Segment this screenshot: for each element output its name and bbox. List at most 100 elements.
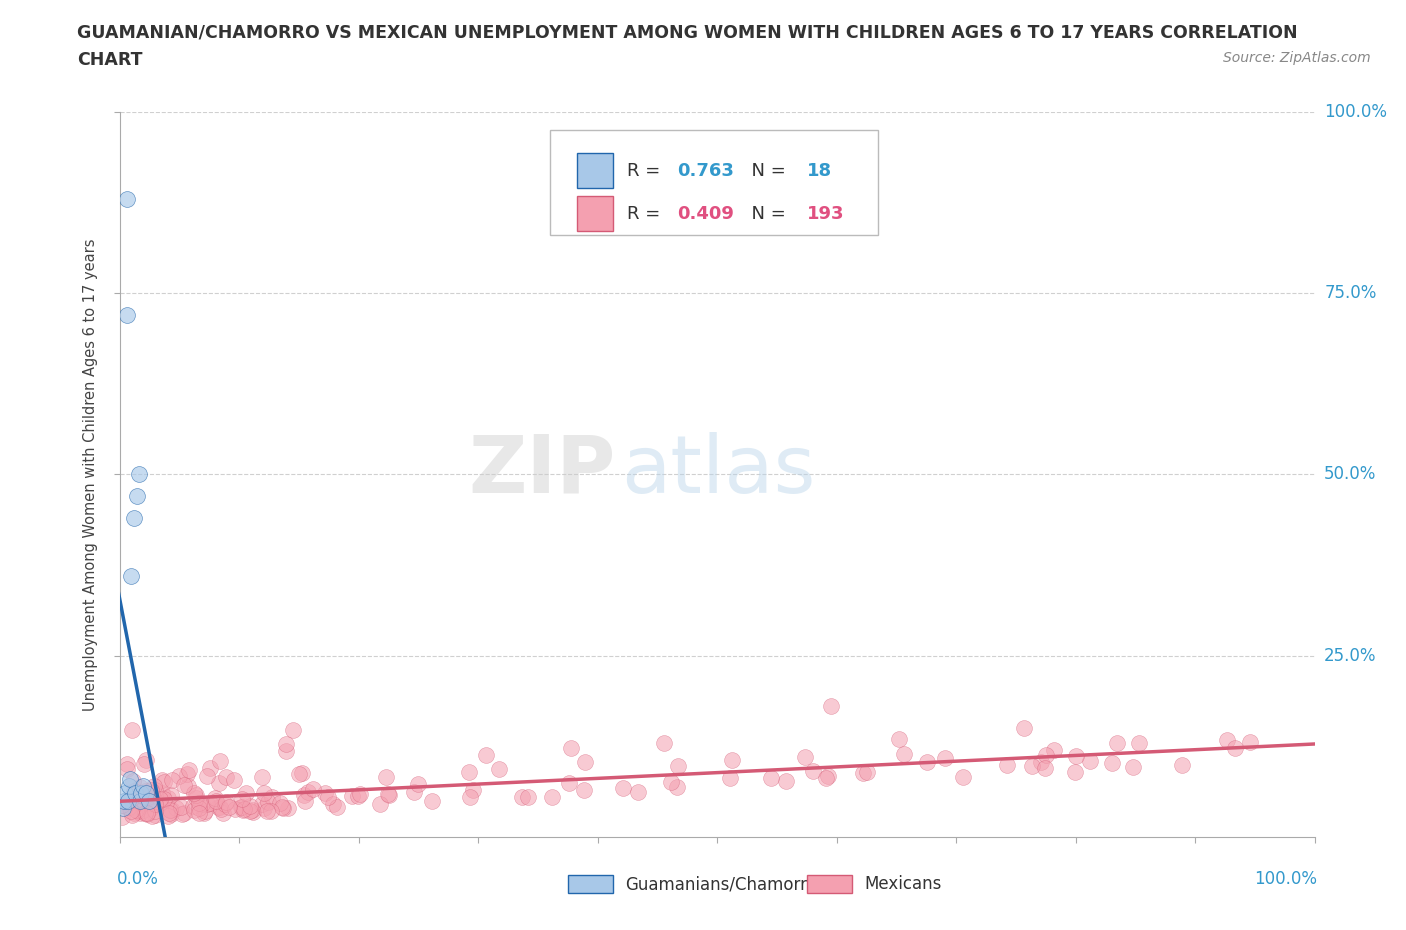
- Point: [851, 765, 873, 780]
- Point: [510, 790, 533, 804]
- Point: [1064, 764, 1087, 779]
- Point: [252, 770, 274, 785]
- Point: [215, 795, 238, 810]
- Point: [1122, 760, 1144, 775]
- Point: [659, 775, 682, 790]
- Text: 0.409: 0.409: [678, 205, 734, 222]
- Point: [135, 753, 157, 768]
- Point: [128, 793, 150, 808]
- Point: [198, 761, 221, 776]
- Point: [817, 768, 839, 783]
- Point: [1021, 759, 1043, 774]
- Point: [160, 772, 183, 787]
- Point: [121, 804, 143, 818]
- Point: [145, 793, 167, 808]
- Text: 100.0%: 100.0%: [1324, 102, 1388, 121]
- Point: [120, 791, 142, 806]
- Point: [253, 801, 276, 816]
- Point: [1035, 748, 1057, 763]
- Point: [156, 790, 179, 805]
- Point: [801, 764, 824, 778]
- Point: [138, 793, 160, 808]
- Text: R =: R =: [627, 205, 666, 222]
- Text: Guamanians/Chamorros: Guamanians/Chamorros: [626, 875, 825, 893]
- Point: [322, 796, 344, 811]
- Bar: [568, 875, 613, 893]
- Point: [153, 775, 176, 790]
- Point: [1014, 721, 1036, 736]
- Point: [134, 806, 156, 821]
- Point: [612, 781, 634, 796]
- Point: [131, 803, 153, 817]
- Y-axis label: Unemployment Among Women with Children Ages 6 to 17 years: Unemployment Among Women with Children A…: [83, 238, 98, 711]
- Point: [118, 778, 141, 793]
- Point: [242, 804, 264, 819]
- Point: [132, 778, 155, 793]
- Point: [136, 795, 159, 810]
- Point: [143, 783, 166, 798]
- Text: 50.0%: 50.0%: [1324, 465, 1376, 484]
- Point: [239, 798, 262, 813]
- Point: [115, 307, 138, 322]
- Point: [1128, 736, 1150, 751]
- Point: [112, 793, 135, 808]
- Bar: [578, 153, 613, 188]
- Point: [143, 778, 166, 793]
- Text: atlas: atlas: [621, 432, 815, 510]
- Point: [139, 794, 162, 809]
- Point: [915, 755, 938, 770]
- Point: [1105, 736, 1128, 751]
- Point: [170, 799, 193, 814]
- Point: [209, 802, 232, 817]
- Point: [235, 785, 257, 800]
- Point: [204, 790, 226, 805]
- Point: [128, 467, 150, 482]
- Point: [1031, 755, 1053, 770]
- Point: [458, 790, 481, 804]
- Point: [253, 785, 276, 800]
- Point: [404, 784, 426, 799]
- Point: [173, 805, 195, 820]
- Point: [121, 568, 143, 583]
- Point: [271, 800, 294, 815]
- Point: [488, 762, 510, 777]
- Point: [1171, 757, 1194, 772]
- Point: [231, 791, 253, 806]
- Point: [572, 783, 595, 798]
- Point: [232, 803, 254, 817]
- Point: [193, 806, 215, 821]
- Point: [952, 769, 974, 784]
- Point: [239, 804, 262, 818]
- Point: [277, 800, 299, 815]
- Point: [141, 783, 163, 798]
- Point: [207, 799, 229, 814]
- Point: [222, 773, 245, 788]
- Point: [120, 772, 142, 787]
- Point: [1239, 735, 1261, 750]
- Point: [150, 773, 173, 788]
- Point: [122, 774, 145, 789]
- Point: [759, 771, 782, 786]
- Point: [134, 796, 156, 811]
- Point: [191, 796, 214, 811]
- Point: [215, 769, 238, 784]
- Point: [627, 785, 650, 800]
- Point: [153, 791, 176, 806]
- Point: [165, 801, 187, 816]
- Point: [574, 754, 596, 769]
- Point: [132, 798, 155, 813]
- Point: [274, 744, 297, 759]
- Point: [855, 764, 877, 779]
- Point: [208, 800, 231, 815]
- Point: [118, 799, 141, 814]
- Point: [152, 786, 174, 801]
- Point: [297, 785, 319, 800]
- Point: [224, 802, 246, 817]
- Point: [127, 804, 149, 818]
- Point: [231, 800, 253, 815]
- Text: 0.0%: 0.0%: [117, 870, 159, 887]
- Point: [276, 737, 298, 751]
- Point: [198, 795, 221, 810]
- Point: [169, 769, 191, 784]
- Point: [1080, 754, 1102, 769]
